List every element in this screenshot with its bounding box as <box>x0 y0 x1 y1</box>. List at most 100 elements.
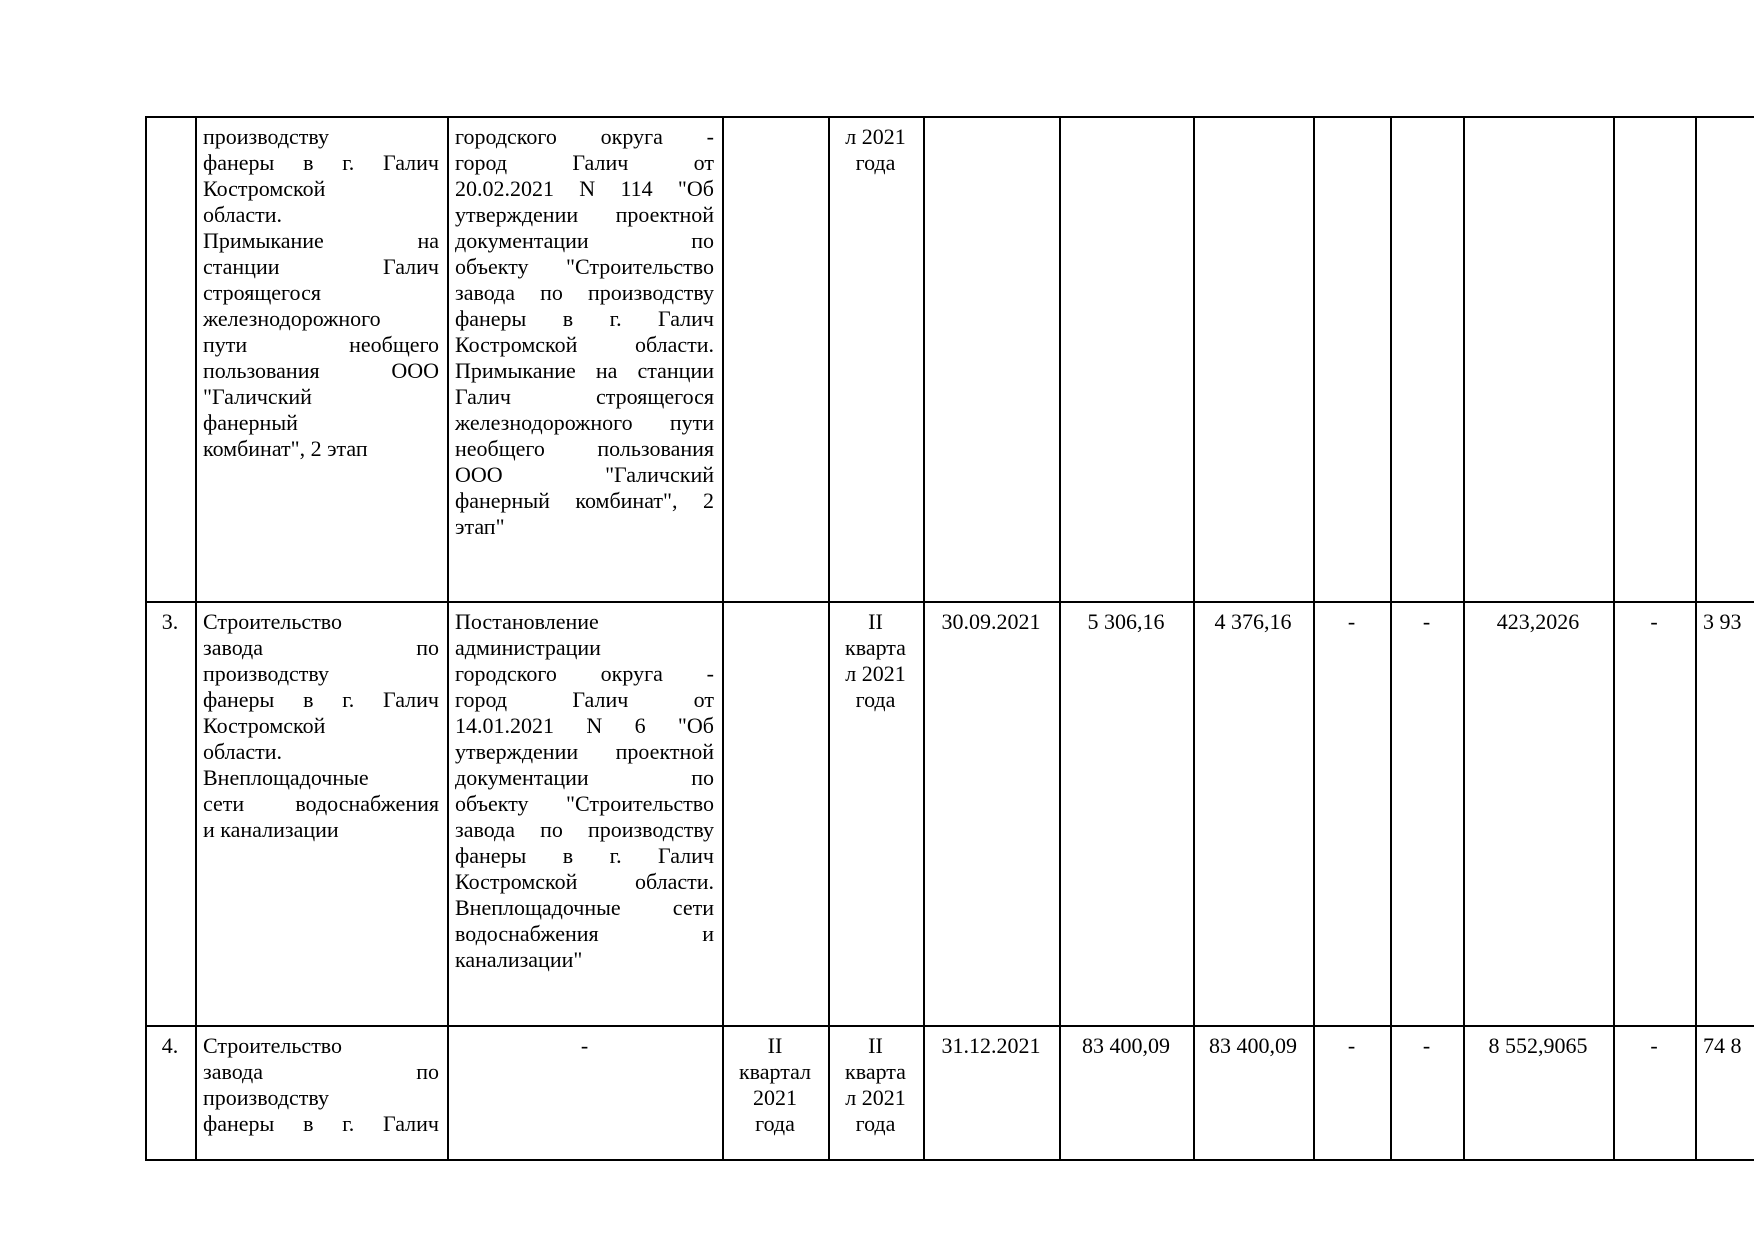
text-line: года <box>855 687 896 712</box>
text-line: пользования ООО <box>203 358 439 383</box>
cell-amount-4: 74 8 <box>1695 1025 1754 1161</box>
text-line: Строительство <box>203 609 343 634</box>
text-line: Внеплощадочные сети <box>455 895 714 920</box>
cell-amount-3 <box>1463 116 1615 603</box>
cell-dash-1: - <box>1313 601 1392 1027</box>
text-line: завода по производству <box>455 817 714 842</box>
cell-text: - <box>1347 609 1356 634</box>
cell-text: - <box>1650 609 1658 634</box>
cell-lines: городского округа - город Галич от 20.02.2… <box>455 124 714 540</box>
cell-text: 31.12.2021 <box>941 1033 1041 1058</box>
cell-amount-1 <box>1059 116 1195 603</box>
text-line: утверждении проектной <box>455 202 714 227</box>
text-line: производству <box>203 1085 330 1110</box>
cell-approval-document: Постановление администрации городского окр… <box>447 601 724 1027</box>
text-line: канализации" <box>455 947 583 972</box>
cell-row-number <box>145 116 197 603</box>
text-line: года <box>855 150 896 175</box>
text-line: л 2021 <box>845 661 906 686</box>
text-line: и канализации <box>203 817 339 842</box>
text-line: производству <box>203 661 330 686</box>
text-line: Строительство <box>203 1033 343 1058</box>
text-line: станции Галич <box>203 254 439 279</box>
text-line: Внеплощадочные <box>203 765 369 790</box>
text-line: Примыкание на <box>203 228 439 253</box>
cell-lines: Строительство завода по производству фанеры… <box>203 609 439 843</box>
cell-dash-2 <box>1390 116 1465 603</box>
text-line: фанеры в г. Галич <box>455 306 714 331</box>
cell-object-name: производству фанеры в г. Галич Костромской… <box>195 116 449 603</box>
text-line: Галич строящегося <box>455 384 714 409</box>
cell-amount-1: 5 306,16 <box>1059 601 1195 1027</box>
cell-object-name: Строительство завода по производству фанеры… <box>195 1025 449 1161</box>
text-line: необщего пользования <box>455 436 714 461</box>
cell-text: - <box>1650 1033 1658 1058</box>
cell-dash-2: - <box>1390 601 1465 1027</box>
text-line: городского округа - <box>455 661 714 686</box>
cell-text: 4. <box>161 1033 179 1058</box>
cell-text: 83 400,09 <box>1209 1033 1297 1058</box>
text-line: II <box>868 1033 883 1058</box>
cell-quarter-plan <box>722 116 830 603</box>
cell-dash-3: - <box>1613 1025 1697 1161</box>
text-line: город Галич от <box>455 150 714 175</box>
text-line: Постановление <box>455 609 599 634</box>
cell-lines: II квартал 2021 года <box>730 1033 820 1137</box>
cell-approval-document: городского округа - город Галич от 20.02.2… <box>447 116 724 603</box>
text-line: завода по <box>203 635 439 660</box>
cell-completion-date <box>923 116 1061 603</box>
text-line: администрации <box>455 635 601 660</box>
text-line: л 2021 <box>845 1085 906 1110</box>
cell-text: 423,2026 <box>1496 609 1580 634</box>
text-line: производству <box>203 124 330 149</box>
text-line: фанеры в г. Галич <box>203 1111 439 1136</box>
cell-lines: Строительство завода по производству фанеры… <box>203 1033 439 1137</box>
cell-approval-document: - <box>447 1025 724 1161</box>
cell-quarter-plan <box>722 601 830 1027</box>
objects-table: производству фанеры в г. Галич Костромской… <box>145 116 1754 1161</box>
cell-amount-3: 8 552,9065 <box>1463 1025 1615 1161</box>
cell-object-name: Строительство завода по производству фанеры… <box>195 601 449 1027</box>
cell-completion-date: 31.12.2021 <box>923 1025 1061 1161</box>
text-line: пути необщего <box>203 332 439 357</box>
text-line: ООО "Галичский <box>455 462 714 487</box>
cell-amount-4 <box>1695 116 1754 603</box>
cell-amount-2: 83 400,09 <box>1193 1025 1315 1161</box>
text-line: кварта <box>845 1059 906 1084</box>
cell-dash-3: - <box>1613 601 1697 1027</box>
text-line: строящегося <box>203 280 321 305</box>
text-line: л 2021 <box>845 124 906 149</box>
text-line: области. <box>203 202 283 227</box>
text-line: объекту "Строительство <box>455 791 714 816</box>
text-line: фанеры в г. Галич <box>203 687 439 712</box>
cell-amount-3: 423,2026 <box>1463 601 1615 1027</box>
cell-text: 30.09.2021 <box>941 609 1041 634</box>
text-line: 14.01.2021 N 6 "Об <box>455 713 714 738</box>
text-line: комбинат", 2 этап <box>203 436 368 461</box>
text-line: городского округа - <box>455 124 714 149</box>
text-line: II <box>868 609 883 634</box>
cell-dash-2: - <box>1390 1025 1465 1161</box>
cell-amount-4: 3 93 <box>1695 601 1754 1027</box>
cell-dash-1 <box>1313 116 1392 603</box>
text-line: Примыкание на станции <box>455 358 714 383</box>
cell-lines: производству фанеры в г. Галич Костромской… <box>203 124 439 462</box>
cell-row-number: 3. <box>145 601 197 1027</box>
cell-amount-1: 83 400,09 <box>1059 1025 1195 1161</box>
text-line: 2021 <box>753 1085 797 1110</box>
cell-quarter-actual: II кварта л 2021 года <box>828 1025 925 1161</box>
text-line: Костромской области. <box>455 332 714 357</box>
cell-lines: II кварта л 2021 года <box>836 1033 915 1137</box>
text-line: фанеры в г. Галич <box>203 150 439 175</box>
cell-text: 74 8 <box>1703 1033 1742 1058</box>
cell-completion-date: 30.09.2021 <box>923 601 1061 1027</box>
text-line: утверждении проектной <box>455 739 714 764</box>
text-line: Костромской <box>203 713 326 738</box>
cell-quarter-plan: II квартал 2021 года <box>722 1025 830 1161</box>
text-line: сети водоснабжения <box>203 791 439 816</box>
cell-lines: Постановление администрации городского окр… <box>455 609 714 973</box>
text-line: области. <box>203 739 283 764</box>
cell-text: 5 306,16 <box>1087 609 1165 634</box>
cell-text: - <box>1347 1033 1356 1058</box>
